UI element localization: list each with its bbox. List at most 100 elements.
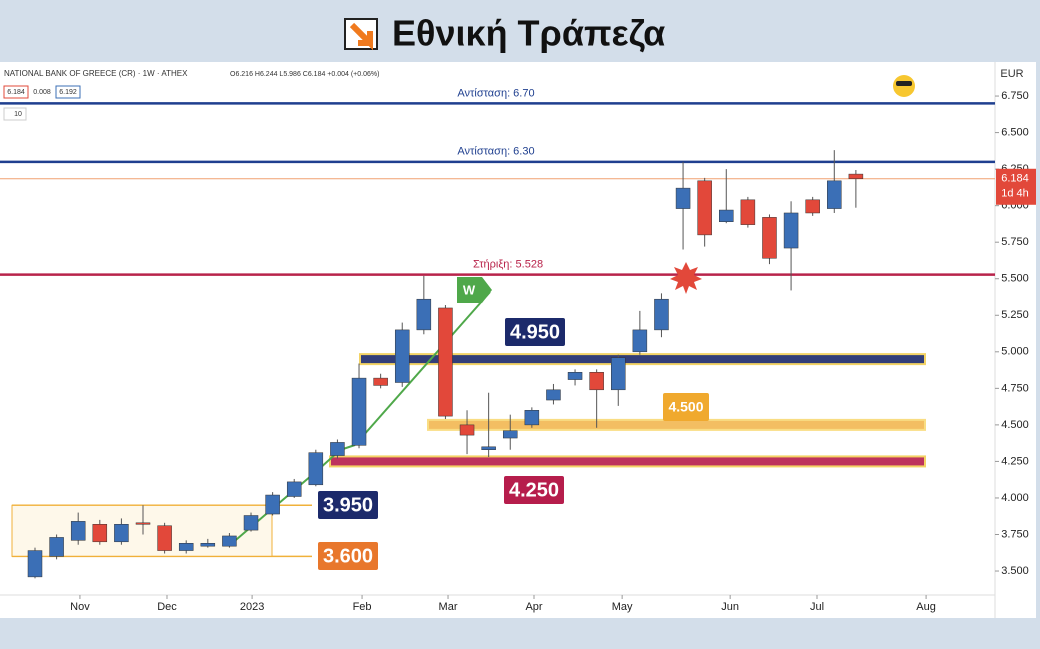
pattern-label: W — [463, 282, 476, 297]
candle-body — [697, 180, 712, 236]
candle-body — [805, 199, 820, 214]
candle-body — [243, 515, 259, 531]
x-tick-label: 2023 — [240, 601, 264, 613]
header-title: Εθνική Τράπεζα — [392, 13, 665, 54]
candle-body — [740, 199, 756, 225]
candle-body — [438, 307, 453, 417]
pattern-badge — [457, 277, 492, 303]
trendline — [354, 291, 491, 446]
candle-body — [524, 410, 540, 426]
candle-body — [502, 430, 518, 439]
level-label: Στήριξη: 5.528 — [473, 259, 543, 271]
y-tick-label: 4.750 — [1001, 382, 1029, 394]
zone-label-box — [663, 393, 709, 421]
candle-body — [308, 452, 324, 486]
candle-body — [178, 543, 194, 551]
x-tick-label: Jun — [721, 601, 739, 613]
emoji-glasses — [896, 81, 912, 86]
symbol: NATIONAL BANK OF GREECE (CR) · 1W · ATHE… — [4, 69, 188, 78]
x-tick-label: Jul — [810, 601, 824, 613]
zone-label: 4.500 — [668, 399, 703, 415]
candle-body — [92, 524, 108, 543]
x-tick-label: Nov — [70, 601, 90, 613]
y-tick-label: 5.500 — [1001, 273, 1029, 285]
candle-body — [265, 494, 280, 515]
logo-arrow — [349, 22, 373, 51]
candle-body — [286, 481, 302, 497]
x-tick-label: Feb — [353, 601, 372, 613]
zone-label-box — [318, 491, 378, 519]
candle-body — [330, 442, 345, 456]
y-tick-label: 5.750 — [1001, 236, 1029, 248]
price-box — [55, 85, 81, 99]
candle-body — [373, 377, 388, 386]
price-box-text: 6.192 — [59, 89, 77, 96]
candle-body — [135, 522, 151, 525]
level-label: Αντίσταση: 6.70 — [457, 87, 534, 99]
candle-body — [27, 550, 43, 578]
y-tick-label: 4.000 — [1001, 492, 1029, 504]
candle-body — [481, 446, 496, 450]
candle-body — [654, 298, 669, 331]
y-tick-label: 3.500 — [1001, 565, 1029, 577]
currency: EUR — [1000, 68, 1023, 80]
candle-body — [589, 372, 604, 391]
y-tick-label: 4.500 — [1001, 419, 1029, 431]
y-tick-label: 6.500 — [1001, 126, 1029, 138]
candle-body — [567, 372, 583, 380]
y-tick-label: 5.250 — [1001, 309, 1029, 321]
candle-body — [675, 187, 691, 209]
zone-band — [329, 455, 926, 468]
y-tick-label: 5.000 — [1001, 346, 1029, 358]
price-box — [3, 85, 29, 99]
volume-toggle-text: 10 — [14, 111, 22, 118]
x-tick-label: May — [612, 601, 633, 613]
zone-label: 4.950 — [510, 321, 560, 343]
burst — [670, 262, 702, 294]
zone-label: 4.250 — [509, 479, 559, 501]
y-tick-label: 6.750 — [1001, 90, 1029, 102]
x-tick-label: Mar — [439, 601, 458, 613]
candle-body — [546, 389, 561, 401]
candle-body — [416, 298, 432, 331]
zone-label-box — [504, 476, 564, 504]
candle-body — [351, 377, 367, 446]
candle-body — [827, 180, 842, 209]
zone-label: 3.600 — [323, 545, 373, 567]
candle-body — [222, 535, 237, 547]
last-price-label: 6.184 — [1001, 173, 1029, 185]
last-price-box — [996, 168, 1036, 205]
candle-body — [459, 424, 475, 436]
zone-band — [359, 353, 926, 366]
candle-body — [394, 329, 410, 383]
x-tick-label: Dec — [157, 601, 177, 613]
candle-body — [632, 329, 648, 353]
last-price-countdown: 1d 4h — [1001, 188, 1029, 200]
zone-label: 3.950 — [323, 494, 373, 516]
candle-body — [49, 537, 64, 557]
candle-body — [200, 543, 216, 547]
candle-body — [157, 525, 172, 551]
candle-body — [848, 173, 864, 180]
candle-body — [783, 212, 799, 249]
level-label: Αντίσταση: 6.30 — [457, 146, 534, 158]
zone-label-box — [318, 542, 378, 570]
candle-body — [719, 209, 734, 222]
y-tick-label: 4.250 — [1001, 455, 1029, 467]
x-tick-label: Aug — [916, 601, 936, 613]
ohlc: O6.216 H6.244 L5.986 C6.184 +0.004 (+0.0… — [230, 71, 379, 78]
candle-body — [762, 217, 777, 259]
zone-label-box — [505, 318, 565, 346]
candle-body — [70, 521, 86, 541]
price-box-text: 6.184 — [7, 89, 25, 96]
price-box-text: 0.008 — [33, 89, 51, 96]
price-box — [29, 85, 55, 99]
y-tick-label: 3.750 — [1001, 528, 1029, 540]
x-tick-label: Apr — [525, 601, 542, 613]
candle-body — [114, 524, 129, 543]
zone-band — [427, 418, 926, 431]
volume-toggle — [3, 107, 27, 121]
candle-body — [611, 357, 626, 391]
